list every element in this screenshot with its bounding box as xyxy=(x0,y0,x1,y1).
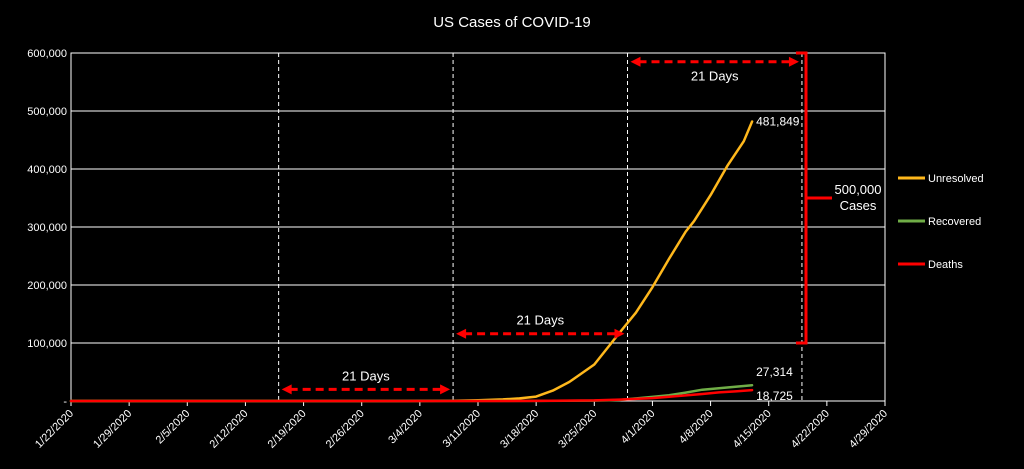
y-tick-label: 500,000 xyxy=(27,106,67,118)
y-tick-label: 600,000 xyxy=(27,48,67,60)
series-line-deaths xyxy=(69,388,754,403)
legend-label-deaths: Deaths xyxy=(928,259,963,271)
legend-label-unresolved: Unresolved xyxy=(928,173,984,185)
annotation-label: 21 Days xyxy=(691,69,739,84)
series-lines xyxy=(69,120,754,403)
x-tick-label: 4/15/2020 xyxy=(731,408,774,451)
end-label-deaths: 18,725 xyxy=(756,389,793,403)
brace-label: 500,000 xyxy=(835,182,882,197)
x-tick-label: 4/29/2020 xyxy=(847,408,890,451)
end-label-recovered: 27,314 xyxy=(756,365,793,379)
x-tick-label: 4/22/2020 xyxy=(789,408,832,451)
x-tick-label: 4/8/2020 xyxy=(677,408,716,447)
gridlines xyxy=(71,52,885,344)
brace-bracket xyxy=(796,51,832,345)
annotation-arrowhead-left xyxy=(456,328,467,339)
x-tick-label: 3/25/2020 xyxy=(556,408,599,451)
x-tick-label: 2/12/2020 xyxy=(207,408,250,451)
x-tick-label: 1/22/2020 xyxy=(33,408,76,451)
y-tick-label: 400,000 xyxy=(27,164,67,176)
chart-title: US Cases of COVID-19 xyxy=(433,14,591,31)
legend: Unresolved Recovered Deaths xyxy=(898,173,984,271)
annotation-arrowhead-right xyxy=(788,56,799,67)
x-tick-label: 2/19/2020 xyxy=(266,408,309,451)
y-tick-label: - xyxy=(63,396,67,408)
annotation-arrowhead-right xyxy=(614,328,625,339)
x-tick-label: 3/4/2020 xyxy=(386,408,425,447)
x-tick-label: 3/18/2020 xyxy=(498,408,541,451)
annotation-label: 21 Days xyxy=(342,368,390,383)
annotation-label: 21 Days xyxy=(516,313,564,328)
x-tick-label: 2/26/2020 xyxy=(324,408,367,451)
annotation-arrowhead-left xyxy=(630,56,641,67)
y-tick-label: 200,000 xyxy=(27,280,67,292)
end-labels: 481,849 27,314 18,725 xyxy=(756,115,800,404)
y-tick-label: 100,000 xyxy=(27,338,67,350)
x-tick-label: 4/1/2020 xyxy=(619,408,658,447)
annotation-arrowhead-right xyxy=(440,384,451,395)
x-tick-label: 1/29/2020 xyxy=(91,408,134,451)
end-label-unresolved: 481,849 xyxy=(756,115,800,129)
series-line-unresolved xyxy=(69,120,754,403)
brace-label: Cases xyxy=(840,198,877,213)
annotation-arrowhead-left xyxy=(281,384,292,395)
y-tick-label: 300,000 xyxy=(27,222,67,234)
x-tick-label: 3/11/2020 xyxy=(441,408,484,451)
x-tick-label: 2/5/2020 xyxy=(154,408,193,447)
legend-label-recovered: Recovered xyxy=(928,216,981,228)
